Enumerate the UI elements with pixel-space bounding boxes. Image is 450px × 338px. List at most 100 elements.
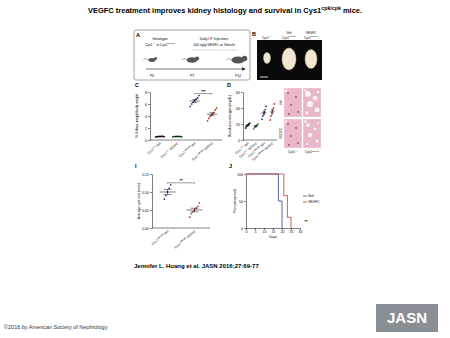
data-point [189, 106, 191, 108]
tick-label: 30 [299, 230, 303, 234]
data-point [163, 198, 165, 200]
glomerulus [287, 123, 289, 125]
arrow-head [242, 67, 246, 70]
tick-label: 0.10 [142, 191, 149, 195]
mean-line [207, 114, 217, 115]
line-chart: 050100051015202530VehVEGFCDaysPercent su… [229, 163, 320, 239]
axis-line [247, 228, 301, 229]
label: Genotype [152, 37, 168, 41]
tick: 0 [246, 228, 248, 234]
tick: 50 [239, 200, 246, 204]
timeline [146, 69, 244, 70]
tick: 0.05 [142, 209, 152, 213]
tick-label: 0 [238, 139, 240, 143]
y-axis-title: % Kidney weight/body weight [135, 94, 139, 138]
tick-label: 40 [236, 107, 240, 111]
text-segment: cpk/cpk [321, 5, 341, 11]
text-segment: VEGFC [263, 141, 275, 152]
dot-chart: 0204060Cys1+/+ VehCys1+/+ VEGFCCys1cpk/c… [227, 82, 277, 161]
tick: 4 [145, 115, 150, 119]
tick-mark [241, 140, 243, 141]
tick-label: 0.05 [142, 209, 149, 213]
tick-mark [150, 210, 152, 211]
data-point [257, 123, 259, 125]
data-point [190, 213, 192, 215]
tick: 8 [145, 91, 150, 95]
tick-mark [148, 128, 150, 129]
data-point [181, 136, 183, 138]
error-bar [263, 111, 265, 115]
panel-letter: I [135, 163, 137, 169]
cyst [313, 127, 317, 131]
tick: 0.15 [142, 173, 152, 177]
axis-line [150, 93, 151, 141]
legend-label: Veh [308, 194, 314, 198]
tick: 40 [236, 107, 243, 111]
copyright: ©2016 by American Society of Nephrology [4, 324, 108, 330]
data-point [253, 128, 255, 130]
data-point [207, 120, 209, 122]
tick-label: 4 [145, 115, 147, 119]
y-axis-title: Average cyst size (mm²) [137, 183, 141, 220]
data-point [213, 112, 215, 114]
panel-frame [134, 30, 250, 80]
tick-label: 20 [236, 123, 240, 127]
data-point [165, 195, 167, 197]
label: Cys1+/+ [262, 35, 273, 39]
tick-mark [244, 201, 246, 202]
cyst [317, 122, 320, 125]
text-segment: VEGFC [202, 141, 214, 152]
legend-key [303, 202, 307, 203]
tick: 2 [145, 127, 150, 131]
data-point [249, 122, 251, 124]
label: 100 ng/g VEGFC or Vehicle [193, 43, 235, 47]
cyst [307, 132, 312, 137]
panel-histology: EGFHVehVEGFCCys1+/+Cys1cpk/cpk [279, 88, 321, 154]
tick-label: 0.15 [142, 173, 149, 177]
mean-line [155, 136, 165, 137]
panel-letter: B [252, 31, 256, 37]
data-point [273, 103, 275, 105]
histology-image [284, 119, 302, 148]
error-bar [246, 125, 248, 126]
mouse-head [154, 57, 157, 60]
text-segment: VEGFC [168, 141, 180, 152]
tick: 30 [299, 228, 303, 234]
error-bar [157, 136, 162, 137]
dot-chart: 02468Cys1+/+ VehCys1+/+ VEGFCCys1cpk/cpk… [135, 82, 222, 161]
data-point [208, 118, 210, 120]
text-segment: Cys1 [178, 150, 186, 158]
text-segment: Cys1 [151, 238, 159, 246]
panel-a: AGenotypeCys1+/+ or Cys1cpk/cpkDaily I.P… [134, 30, 250, 80]
label: Daily I.P. Injections [200, 37, 229, 41]
text-segment: VEGFC [185, 229, 197, 240]
tick-label: 100 [237, 173, 243, 177]
scale-bar [260, 77, 268, 78]
cyst [312, 95, 317, 100]
error-bar [192, 100, 197, 103]
category-label: Cys1+/+ Veh [146, 141, 162, 155]
tick-mark [148, 116, 150, 117]
tick: 0 [145, 139, 150, 143]
text-segment: Cys1 [160, 151, 168, 159]
histology-image [284, 88, 302, 117]
panel-letter: C [135, 82, 139, 88]
x-axis-line [152, 228, 210, 229]
text-segment: Veh [155, 141, 163, 148]
tick: 0.10 [142, 191, 152, 195]
panel-letter: F [285, 120, 288, 124]
tick: 100 [237, 173, 246, 177]
survival-line [246, 174, 282, 228]
cyst [306, 143, 309, 146]
tick: 20 [281, 228, 285, 234]
text-segment: cpk/cpk [312, 150, 320, 152]
glomerulus [297, 111, 299, 113]
tick: 5 [255, 228, 257, 234]
col-label: Cys1cpk/cpk [305, 150, 320, 154]
text-segment: cpk/cpk [167, 42, 175, 44]
tick-label: 0 [145, 139, 147, 143]
text-segment: Veh [189, 141, 197, 148]
text-segment: or Cys1 [156, 43, 168, 47]
figure: VEGFC treatment improves kidney histolog… [0, 0, 450, 338]
tick-mark [150, 174, 152, 175]
